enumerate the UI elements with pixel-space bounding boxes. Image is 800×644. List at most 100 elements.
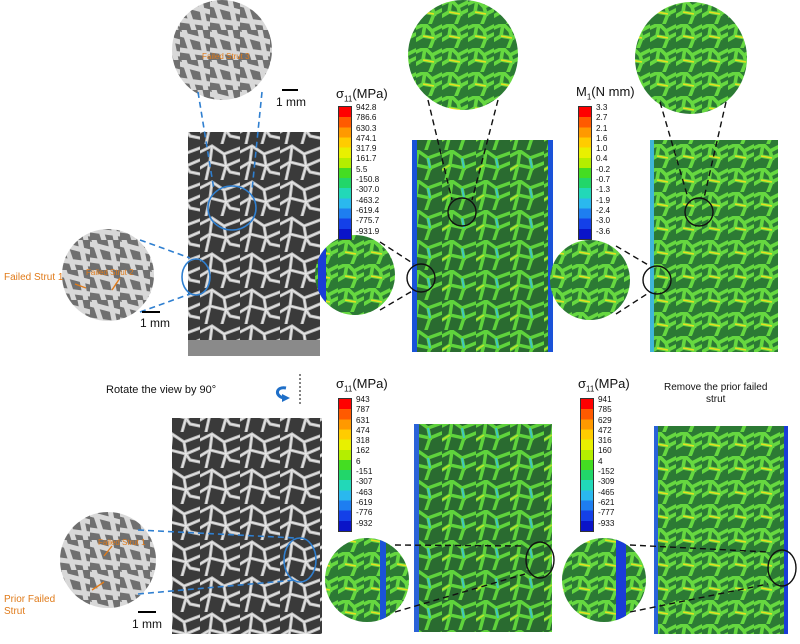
top-ct-foam-specimen (188, 132, 320, 356)
legend-tick-value: -776 (356, 508, 373, 518)
legend-tick-value: -0.2 (596, 164, 611, 174)
legend-tick-value: 2.7 (596, 113, 608, 123)
top-failed-strut-1-label: Failed Strut 1 (4, 272, 64, 283)
legend-tick-value: 1.0 (596, 144, 608, 154)
top-stress-marker-upper (447, 197, 477, 227)
bottom-stress-legend-b-title: σ11(MPa) (578, 376, 630, 394)
top-stress-legend-values: 942.8 786.6 630.3 474.1 317.9 161.7 5.5 -150.8-… (356, 103, 379, 237)
legend-tick-value: 786.6 (356, 113, 377, 123)
top-blue-region-upper (207, 185, 257, 231)
top-moment-marker-upper (684, 197, 714, 227)
bottom-blue-connectors (137, 529, 297, 595)
legend-tick-value: 6 (356, 456, 361, 466)
bottom-fea-stress-specimen-b (654, 426, 788, 634)
top-scale-label-a: 1 mm (276, 95, 306, 109)
legend-tick-value: 317.9 (356, 144, 377, 154)
legend-tick-value: -1.3 (596, 185, 611, 195)
bottom-fea-stress-specimen-a (414, 424, 552, 632)
top-stress-colorbar (338, 106, 352, 240)
top-stress-zoom-circle-left (315, 235, 395, 315)
bottom-orange-arrows (91, 545, 113, 591)
top-fea-moment-specimen (650, 140, 778, 352)
top-moment-marker-left (642, 265, 672, 295)
legend-tick-value: 631 (356, 415, 370, 425)
legend-tick-value: -619.4 (356, 205, 380, 215)
top-failed-strut-3-label: Failed Strut 3 (202, 52, 250, 61)
legend-tick-value: -309 (598, 477, 615, 487)
legend-tick-value: -463 (356, 487, 373, 497)
bottom-scale-label: 1 mm (132, 617, 162, 631)
bottom-stress-zoom-circle-b (562, 538, 646, 622)
top-moment-zoom-circle-left (550, 240, 630, 320)
bottom-ct-foam-specimen (172, 418, 322, 634)
bottom-stress-zoom-circle-a (325, 538, 409, 622)
legend-tick-value: -933 (598, 518, 615, 528)
legend-tick-value: 472 (598, 425, 612, 435)
top-moment-legend-values: 3.3 2.7 2.1 1.6 1.0 0.4 -0.2 -0.7 -1.3 -1.9 -2.4 -3… (596, 103, 610, 237)
top-stress-marker-left (406, 263, 436, 293)
legend-tick-value: -0.7 (596, 175, 611, 185)
legend-tick-value: 629 (598, 415, 612, 425)
legend-tick-value: 318 (356, 436, 370, 446)
top-failed-strut-2-label: Failed Strut 2 (86, 268, 134, 277)
bottom-stress-colorbar-b (580, 398, 594, 532)
legend-tick-value: -621 (598, 497, 615, 507)
bottom-prior-failed-strut-label: Prior Failed Strut (4, 594, 56, 617)
legend-tick-value: -307.0 (356, 185, 380, 195)
bottom-black-connectors (394, 544, 769, 613)
top-moment-zoom-circle-upper (635, 2, 747, 114)
bottom-stress-colorbar-a (338, 398, 352, 532)
legend-tick-value: 1.6 (596, 133, 608, 143)
top-blue-connectors (139, 91, 263, 313)
legend-tick-value: -151 (356, 467, 373, 477)
top-stress-legend-title: σ11(MPa) (336, 86, 388, 104)
legend-tick-value: -465 (598, 487, 615, 497)
bottom-stress-legend-a-title: σ11(MPa) (336, 376, 388, 394)
legend-tick-value: 3.3 (596, 103, 608, 112)
legend-tick-value: 160 (598, 446, 612, 456)
legend-tick-value: -775.7 (356, 216, 380, 226)
top-blue-region-left (181, 258, 211, 296)
legend-tick-value: 943 (356, 395, 370, 404)
legend-tick-value: 316 (598, 436, 612, 446)
top-zoom-circle-upper (172, 0, 272, 100)
bottom-zoom-circle (60, 512, 156, 608)
legend-tick-value: -3.6 (596, 226, 611, 236)
top-moment-colorbar (578, 106, 592, 240)
legend-tick-value: 162 (356, 446, 370, 456)
legend-tick-value: -3.0 (596, 216, 611, 226)
top-orange-arrows (74, 277, 121, 291)
legend-tick-value: -932 (356, 518, 373, 528)
bottom-blue-region (283, 537, 317, 583)
legend-tick-value: 2.1 (596, 123, 608, 133)
legend-tick-value: 630.3 (356, 123, 377, 133)
legend-tick-value: -2.4 (596, 205, 611, 215)
legend-tick-value: -777 (598, 508, 615, 518)
legend-tick-value: -619 (356, 497, 373, 507)
bottom-stress-legend-a-values: 943 787 631 474 318 162 6 -151 -307 -463 -619 -776-… (356, 395, 372, 529)
legend-tick-value: 0.4 (596, 154, 608, 164)
legend-tick-value: 4 (598, 456, 603, 466)
legend-tick-value: 161.7 (356, 154, 377, 164)
legend-tick-value: -1.9 (596, 195, 611, 205)
legend-tick-value: 787 (356, 405, 370, 415)
top-moment-legend-title: M1(N mm) (576, 84, 635, 102)
bottom-stress-marker-a (525, 541, 555, 579)
rotate-view-text: Rotate the view by 90° (106, 384, 217, 396)
legend-tick-value: 942.8 (356, 103, 377, 112)
top-zoom-circle-left (62, 229, 154, 321)
bottom-stress-legend-b-values: 941 785 629 472 316 160 4 -152 -309 -465 -621 -777-… (598, 395, 614, 529)
legend-tick-value: -152 (598, 467, 615, 477)
bottom-failed-strut-1-label: Failed Strut 1 (98, 538, 146, 547)
legend-tick-value: 785 (598, 405, 612, 415)
legend-tick-value: -150.8 (356, 175, 380, 185)
legend-tick-value: 941 (598, 395, 612, 404)
remove-prior-failed-strut-text: Remove the prior failed strut (664, 382, 768, 405)
legend-tick-value: -463.2 (356, 195, 380, 205)
top-stress-zoom-circle-upper (408, 0, 518, 110)
legend-tick-value: 474.1 (356, 133, 377, 143)
bottom-stress-marker-b (767, 549, 797, 587)
legend-tick-value: -931.9 (356, 226, 380, 236)
legend-tick-value: -307 (356, 477, 373, 487)
